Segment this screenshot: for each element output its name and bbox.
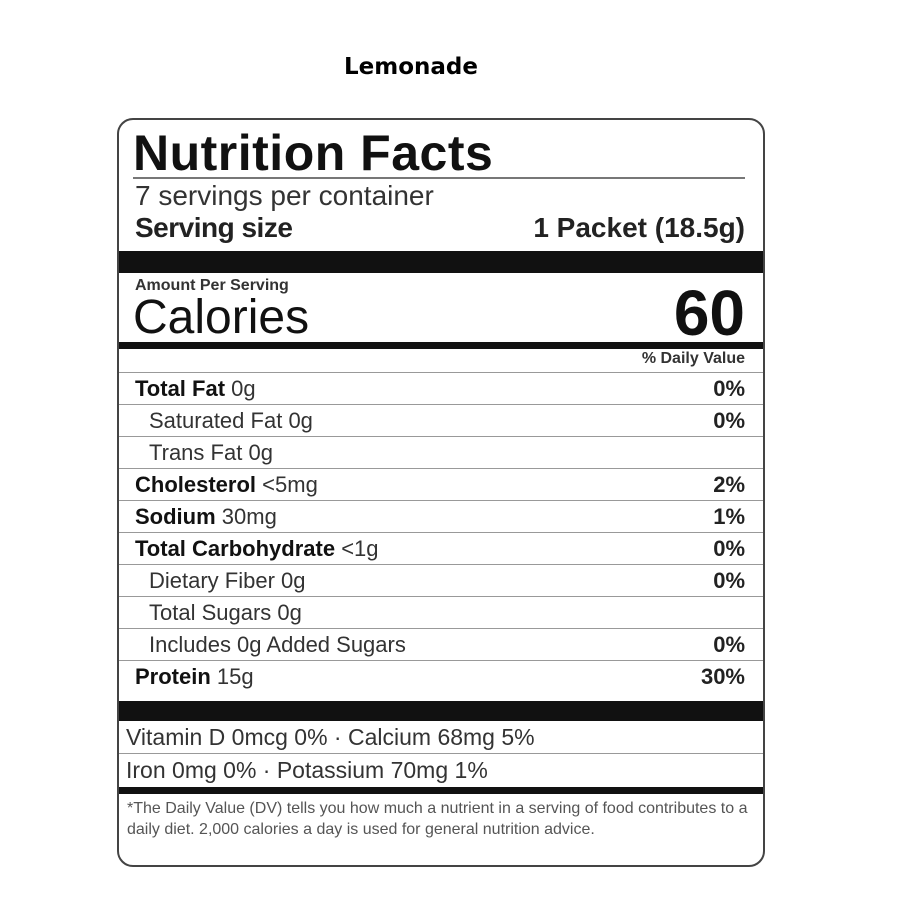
nutrient-label: Sodium xyxy=(135,504,216,529)
daily-value-header: % Daily Value xyxy=(641,350,745,367)
nutrient-amount: <1g xyxy=(341,536,379,561)
vitamin-row: Iron 0mg 0% · Potassium 70mg 1% xyxy=(126,757,488,783)
nutrient-name: Total Fat 0g xyxy=(135,373,256,404)
nutrient-name: Total Carbohydrate <1g xyxy=(135,533,379,564)
nutrient-daily-value: 0% xyxy=(713,568,745,593)
nutrient-label: Saturated Fat xyxy=(149,408,283,433)
thick-divider xyxy=(119,701,763,721)
nutrient-name: Sodium 30mg xyxy=(135,501,277,532)
nutrient-daily-value: 0% xyxy=(713,536,745,561)
nutrient-label: Cholesterol xyxy=(135,472,257,497)
nutrient-name: Total Sugars 0g xyxy=(149,597,302,628)
medium-divider xyxy=(119,787,763,794)
serving-size-label: Serving size xyxy=(135,212,293,243)
nutrient-row: Sodium 30mg 1% xyxy=(119,500,763,532)
nutrient-label: Protein xyxy=(135,664,211,689)
nutrient-row: Total Carbohydrate <1g 0% xyxy=(119,532,763,564)
nutrient-row: Total Sugars 0g xyxy=(119,596,763,628)
nutrient-daily-value: 1% xyxy=(713,504,745,529)
nutrient-name: Cholesterol <5mg xyxy=(135,469,318,500)
amount-per-serving: Amount Per Serving xyxy=(135,277,289,294)
nutrient-label: Total Fat xyxy=(135,376,226,401)
footnote: *The Daily Value (DV) tells you how much… xyxy=(127,800,748,838)
nutrient-amount: 0g xyxy=(277,600,302,625)
nutrient-label: Trans Fat xyxy=(149,440,243,465)
nutrient-amount: 0g xyxy=(288,408,313,433)
nutrient-label: Total Sugars xyxy=(149,600,272,625)
nutrient-label: Dietary Fiber xyxy=(149,568,275,593)
nutrient-amount: 30mg xyxy=(221,504,277,529)
nutrition-facts-label: Nutrition Facts 7 servings per container… xyxy=(117,118,765,867)
nutrient-daily-value: 30% xyxy=(700,664,745,689)
nutrient-row: Trans Fat 0g xyxy=(119,436,763,468)
product-title: Lemonade xyxy=(344,54,478,80)
nutrient-label: Includes 0g Added Sugars xyxy=(149,632,406,657)
nutrient-row: Cholesterol <5mg 2% xyxy=(119,468,763,500)
servings-per-container: 7 servings per container xyxy=(135,180,434,211)
nutrient-name: Dietary Fiber 0g xyxy=(149,565,306,596)
nutrient-row: Dietary Fiber 0g 0% xyxy=(119,564,763,596)
nutrient-daily-value: 0% xyxy=(713,408,745,433)
calories-label: Calories xyxy=(133,291,310,344)
nutrient-amount: 0g xyxy=(281,568,306,593)
divider xyxy=(133,177,745,179)
nutrient-list: Total Fat 0g 0% Saturated Fat 0g 0% Trans Fa… xyxy=(119,372,763,692)
nutrient-amount: <5mg xyxy=(262,472,318,497)
thick-divider xyxy=(119,251,763,273)
nutrient-daily-value: 0% xyxy=(713,632,745,657)
nutrient-amount: 0g xyxy=(248,440,273,465)
nutrient-row: Total Fat 0g 0% xyxy=(119,372,763,404)
nutrient-daily-value: 2% xyxy=(713,472,745,497)
nutrient-amount: 15g xyxy=(216,664,254,689)
nutrient-row: Includes 0g Added Sugars 0% xyxy=(119,628,763,660)
nutrient-name: Trans Fat 0g xyxy=(149,437,273,468)
nutrient-amount: 0g xyxy=(231,376,256,401)
calories-value: 60 xyxy=(673,277,745,349)
label-heading: Nutrition Facts xyxy=(133,125,494,181)
nutrient-label: Total Carbohydrate xyxy=(135,536,336,561)
nutrient-name: Protein 15g xyxy=(135,661,254,692)
nutrient-row: Saturated Fat 0g 0% xyxy=(119,404,763,436)
nutrient-daily-value: 0% xyxy=(713,376,745,401)
serving-size-value: 1 Packet (18.5g) xyxy=(533,212,745,243)
nutrient-name: Includes 0g Added Sugars xyxy=(149,629,406,660)
vitamin-row: Vitamin D 0mcg 0% · Calcium 68mg 5% xyxy=(119,722,763,754)
nutrient-row: Protein 15g 30% xyxy=(119,660,763,692)
nutrient-name: Saturated Fat 0g xyxy=(149,405,313,436)
medium-divider xyxy=(119,342,763,349)
